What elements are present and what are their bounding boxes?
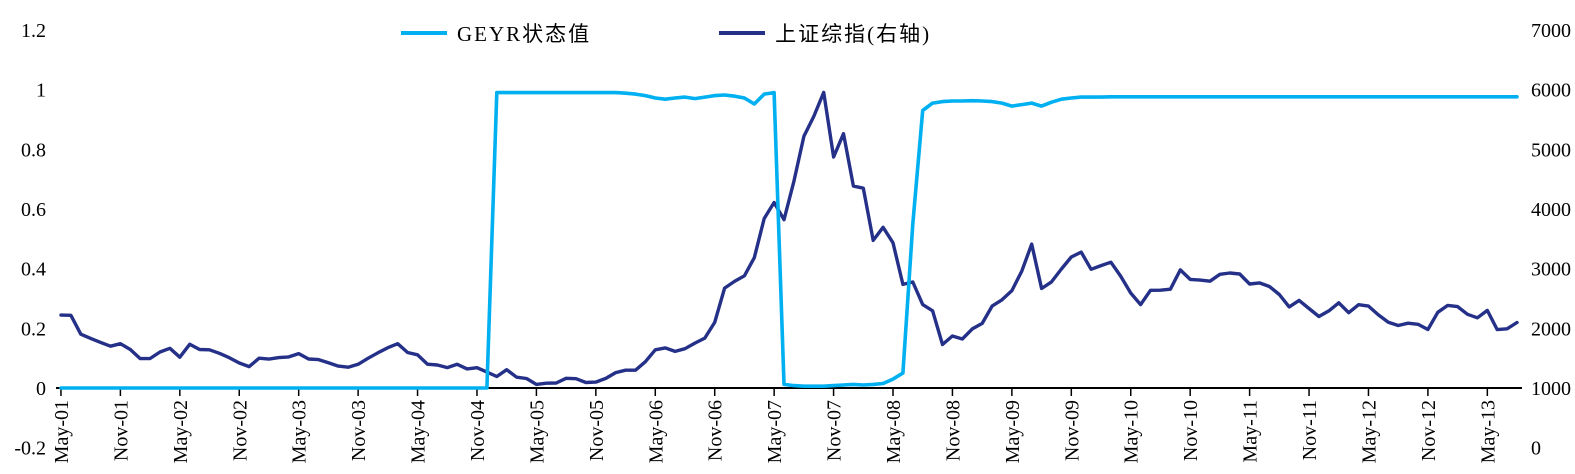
geyr-series-line (59, 90, 1519, 390)
x-axis-tick-label: May-06 (645, 400, 667, 463)
x-axis-tick-label: Nov-10 (1180, 400, 1202, 461)
x-axis-tick-label: May-05 (526, 400, 548, 463)
x-axis-tick-label: May-13 (1477, 400, 1499, 463)
x-axis-tick-label: Nov-07 (824, 400, 846, 461)
x-axis-tick-label: Nov-05 (586, 400, 608, 461)
x-axis-tick-label: May-01 (51, 400, 73, 463)
x-axis-tick-label: May-02 (170, 400, 192, 463)
x-axis-tick-label: May-08 (883, 400, 905, 463)
x-axis-tick-label: Nov-09 (1061, 400, 1083, 461)
left-axis-tick-label: 1.2 (21, 20, 46, 42)
right-axis-tick-label: 1000 (1531, 378, 1571, 400)
legend-item-sse[interactable]: 上证综指(右轴) (719, 18, 931, 48)
right-axis-tick-label: 7000 (1531, 20, 1571, 42)
right-axis-tick-label: 3000 (1531, 259, 1571, 281)
x-axis-tick-label: Nov-12 (1418, 400, 1440, 461)
right-axis-tick-label: 5000 (1531, 139, 1571, 161)
right-axis-tick-label: 2000 (1531, 318, 1571, 340)
x-axis-tick-label: May-03 (289, 400, 311, 463)
sse-line-swatch (719, 31, 766, 35)
x-axis-tick-label: May-04 (408, 400, 430, 463)
x-axis-tick-label: Nov-08 (942, 400, 964, 461)
right-axis-tick-label: 0 (1531, 438, 1541, 460)
left-axis-tick-label: -0.2 (14, 438, 46, 460)
x-axis-tick-label: May-12 (1358, 400, 1380, 463)
x-axis-tick-label: Nov-02 (229, 400, 251, 461)
right-axis-tick-label: 6000 (1531, 80, 1571, 102)
legend-label-sse: 上证综指(右轴) (775, 22, 932, 46)
x-axis-tick-label: May-09 (1002, 400, 1024, 463)
x-axis-tick-label: May-11 (1240, 400, 1262, 463)
x-axis-tick-label: Nov-11 (1299, 400, 1321, 460)
left-axis-tick-label: 0.2 (21, 318, 46, 340)
sse-series-line (59, 90, 1519, 387)
chart-legend: GEYR状态值 上证综指(右轴) (401, 18, 931, 48)
x-axis-tick-label: Nov-01 (110, 400, 132, 461)
left-axis-tick-label: 1 (36, 80, 46, 102)
legend-item-geyr[interactable]: GEYR状态值 (401, 18, 591, 48)
x-axis-tick-label: Nov-04 (467, 400, 489, 461)
left-axis-tick-label: 0.4 (21, 259, 46, 281)
x-axis-tick-label: May-10 (1121, 400, 1143, 463)
left-axis-tick-label: 0.8 (21, 139, 46, 161)
geyr-line-swatch (401, 31, 447, 35)
x-axis-tick-label: May-07 (764, 400, 786, 463)
legend-label-geyr: GEYR状态值 (457, 22, 592, 46)
right-axis-tick-label: 4000 (1531, 199, 1571, 221)
x-axis-tick-label: Nov-06 (705, 400, 727, 461)
left-axis-tick-label: 0 (36, 378, 46, 400)
x-axis-tick-label: Nov-03 (348, 400, 370, 461)
left-axis-tick-label: 0.6 (21, 199, 46, 221)
